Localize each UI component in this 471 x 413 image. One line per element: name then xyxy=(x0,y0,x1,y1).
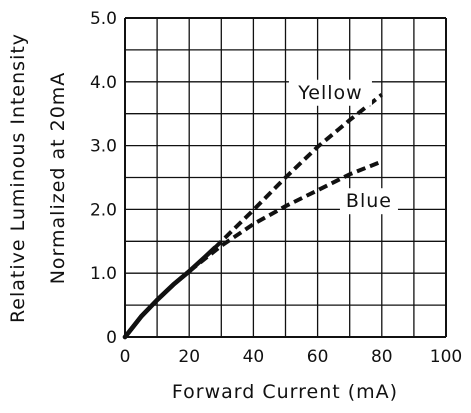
series-layer xyxy=(122,93,384,340)
grid xyxy=(124,17,447,338)
x-tick-label: 0 xyxy=(120,347,131,367)
x-axis-title: Forward Current (mA) xyxy=(172,381,398,403)
series-blue-solid-line xyxy=(122,269,192,340)
x-tick-label: 100 xyxy=(430,347,462,367)
annotation-yellow-label: Yellow xyxy=(297,82,363,104)
y-axis-title-line-1: Relative Luminous Intensity xyxy=(7,33,29,323)
x-tick-label: 20 xyxy=(178,347,200,367)
annotation-blue-background xyxy=(339,188,398,215)
y-tick-label: 5.0 xyxy=(90,9,117,29)
tick-labels: 0 20 40 60 80 100 0 1.0 2.0 3.0 4.0 5.0 xyxy=(90,9,462,367)
annotation-blue-label: Blue xyxy=(346,190,392,212)
series-yellow-dashed-line xyxy=(213,93,384,250)
x-tick-label: 40 xyxy=(243,347,265,367)
y-tick-label: 3.0 xyxy=(90,137,117,157)
annotations: Yellow Blue xyxy=(288,79,398,215)
y-tick-label: 0 xyxy=(106,328,117,348)
series-blue-dashed-line xyxy=(187,159,383,273)
y-tick-label: 4.0 xyxy=(90,73,117,93)
x-tick-label: 60 xyxy=(307,347,329,367)
y-tick-label: 1.0 xyxy=(90,264,117,284)
y-axis-title-line-2: Normalized at 20mA xyxy=(47,72,69,285)
annotation-yellow-background xyxy=(288,79,372,106)
x-tick-label: 80 xyxy=(371,347,393,367)
y-tick-label: 2.0 xyxy=(90,200,117,220)
